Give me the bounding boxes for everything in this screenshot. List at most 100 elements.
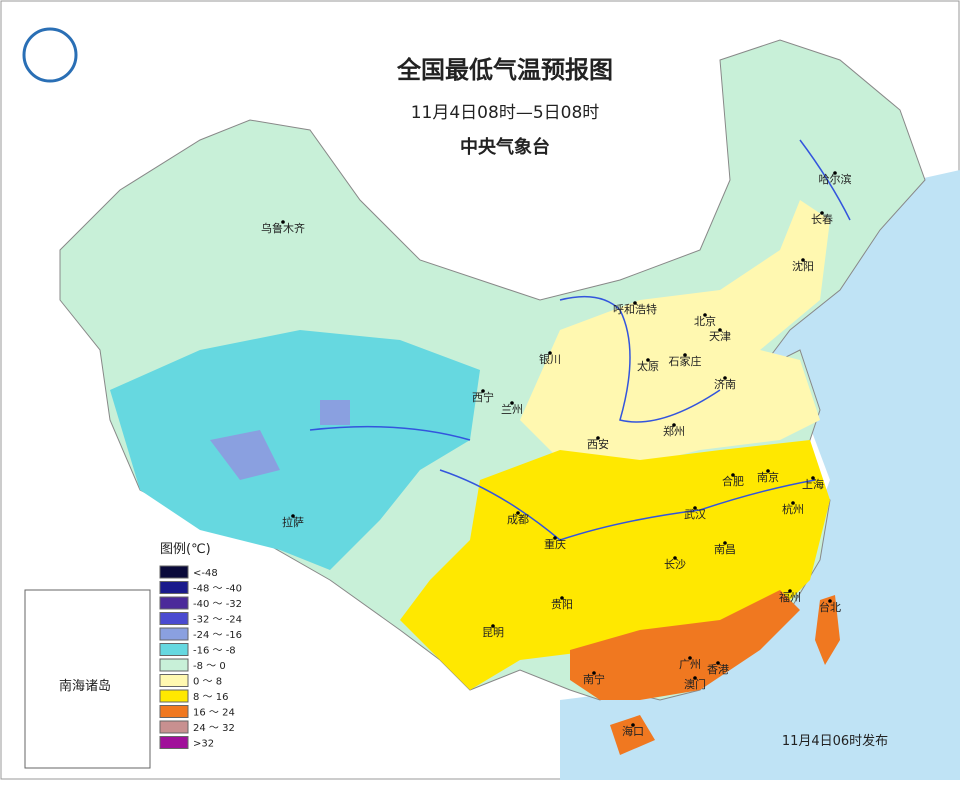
legend-swatch bbox=[159, 643, 189, 656]
city-label: 沈阳 bbox=[792, 259, 814, 273]
city-dot bbox=[646, 358, 650, 362]
city-label: 长春 bbox=[811, 213, 833, 226]
legend-title: 图例(℃) bbox=[160, 542, 211, 557]
inset-frame bbox=[24, 589, 151, 769]
city-dot bbox=[491, 624, 495, 628]
city-dot bbox=[510, 401, 514, 405]
city-dot bbox=[828, 599, 832, 603]
city-label: 长沙 bbox=[664, 558, 686, 571]
city-dot bbox=[703, 313, 707, 317]
title: 全国最低气温预报图 bbox=[396, 56, 613, 84]
city-label: 澳门 bbox=[684, 677, 706, 691]
footer-note: 11月4日06时发布 bbox=[782, 733, 888, 749]
city-label: 广州 bbox=[679, 658, 701, 671]
city-dot bbox=[731, 473, 735, 477]
city-label: 石家庄 bbox=[669, 354, 702, 368]
city-dot bbox=[716, 661, 720, 665]
city-label: 台北 bbox=[819, 600, 841, 614]
city-dot bbox=[801, 258, 805, 262]
legend-swatch bbox=[159, 736, 189, 749]
city-label: 西安 bbox=[587, 437, 609, 451]
city-dot bbox=[481, 389, 485, 393]
city-dot bbox=[291, 514, 295, 518]
city-label: 南宁 bbox=[583, 672, 605, 686]
legend-label: 8 ～ 16 bbox=[193, 692, 228, 703]
cold-zone bbox=[110, 330, 480, 570]
city-dot bbox=[281, 220, 285, 224]
legend-label: -48 ～ -40 bbox=[193, 584, 242, 595]
legend-label: -32 ～ -24 bbox=[193, 615, 242, 626]
city-dot bbox=[833, 171, 837, 175]
city-dot bbox=[631, 723, 635, 727]
city-label: 西宁 bbox=[472, 390, 494, 404]
legend: <-48 -48 ～ -40 -40 ～ -32 -32 ～ -24 -24 ～ -16… bbox=[159, 565, 242, 750]
legend-swatch bbox=[159, 596, 189, 610]
city-label: 成都 bbox=[507, 513, 529, 526]
inset-label: 南海诸岛 bbox=[59, 678, 111, 694]
city-dot bbox=[673, 556, 677, 560]
city-label: 福州 bbox=[779, 590, 801, 604]
city-label: 昆明 bbox=[482, 626, 504, 639]
mild-zone bbox=[520, 200, 830, 470]
city-label: 南京 bbox=[757, 470, 779, 484]
legend-swatch bbox=[159, 612, 189, 625]
city-label: 南昌 bbox=[714, 543, 736, 556]
city-label: 拉萨 bbox=[282, 515, 304, 529]
legend-label: 0 ～ 8 bbox=[193, 677, 222, 688]
city-label: 北京 bbox=[694, 314, 716, 328]
legend-swatch bbox=[159, 581, 189, 594]
city-label: 济南 bbox=[714, 377, 736, 391]
city-dot bbox=[718, 328, 722, 332]
city-label: 武汉 bbox=[684, 508, 706, 521]
city-label: 上海 bbox=[802, 477, 824, 491]
legend-label: -24 ～ -16 bbox=[193, 630, 242, 641]
city-label: 杭州 bbox=[782, 502, 804, 516]
legend-swatch bbox=[159, 705, 189, 718]
city-dot bbox=[820, 211, 824, 215]
city-dot bbox=[788, 589, 792, 593]
city-dot bbox=[560, 596, 564, 600]
city-label: 贵阳 bbox=[551, 598, 573, 611]
legend-label: 24 ～ 32 bbox=[193, 723, 235, 734]
legend-swatch bbox=[159, 565, 189, 579]
city-dot bbox=[672, 423, 676, 427]
city-label: 银川 bbox=[539, 352, 561, 366]
city-dot bbox=[596, 436, 600, 440]
legend-label: 16 ～ 24 bbox=[193, 708, 235, 719]
city-dot bbox=[723, 541, 727, 545]
city-label: 太原 bbox=[637, 360, 659, 373]
city-label: 郑州 bbox=[663, 424, 685, 438]
ocean bbox=[560, 170, 960, 780]
city-dot bbox=[516, 511, 520, 515]
city-dot bbox=[553, 536, 557, 540]
subtitle: 11月4日08时—5日08时 bbox=[411, 103, 600, 123]
city-label: 呼和浩特 bbox=[613, 302, 657, 316]
city-dot bbox=[791, 501, 795, 505]
legend-label: >32 bbox=[193, 739, 214, 750]
city-label: 香港 bbox=[707, 663, 729, 676]
hot-zone bbox=[570, 590, 840, 755]
city-label: 哈尔滨 bbox=[819, 172, 852, 186]
city-label: 合肥 bbox=[722, 474, 744, 488]
logo bbox=[22, 27, 78, 83]
very-cold-zone bbox=[210, 400, 350, 480]
city-dot bbox=[633, 301, 637, 305]
issuer: 中央气象台 bbox=[460, 136, 550, 158]
city-label: 兰州 bbox=[501, 403, 523, 416]
city-label: 乌鲁木齐 bbox=[261, 221, 305, 235]
legend-swatch bbox=[159, 627, 189, 641]
city-label: 重庆 bbox=[544, 537, 566, 551]
city-label: 海口 bbox=[622, 724, 644, 738]
legend-swatch bbox=[159, 658, 189, 672]
city-dot bbox=[723, 376, 727, 380]
city-dot bbox=[693, 506, 697, 510]
legend-label: -16 ～ -8 bbox=[193, 646, 236, 657]
city-dot bbox=[548, 351, 552, 355]
legend-label: -40 ～ -32 bbox=[193, 599, 242, 610]
legend-swatch bbox=[159, 689, 189, 703]
legend-swatch bbox=[159, 720, 189, 734]
river bbox=[309, 139, 851, 541]
legend-swatch bbox=[159, 674, 189, 687]
